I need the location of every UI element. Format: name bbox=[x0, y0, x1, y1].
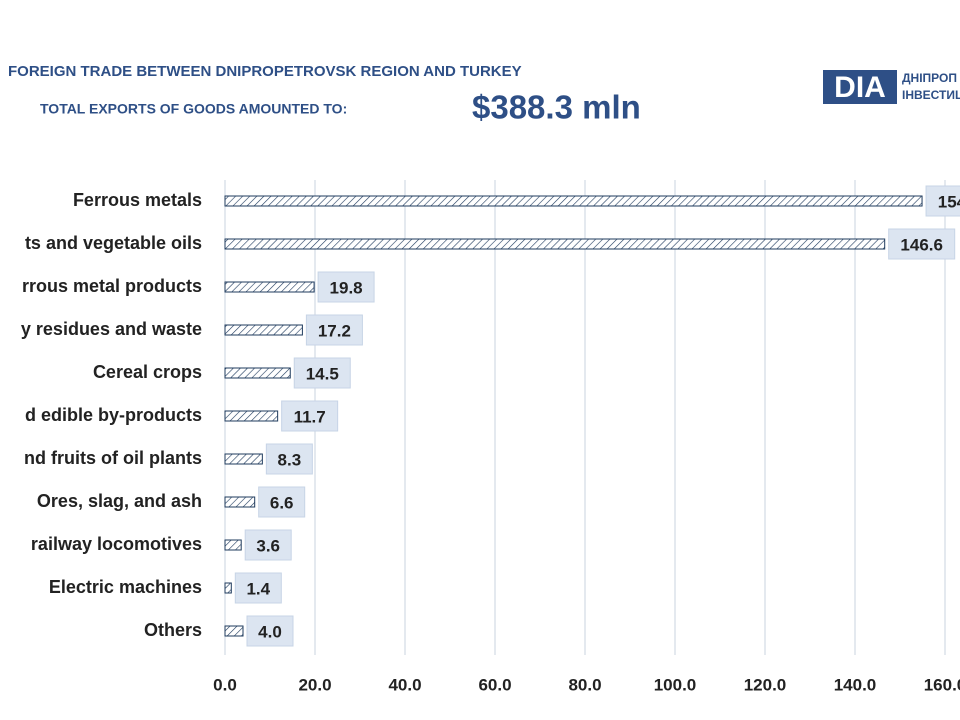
x-tick-label: 120.0 bbox=[744, 675, 787, 694]
y-tick-label: Ferrous metals bbox=[73, 190, 202, 210]
y-tick-label: nd fruits of oil plants bbox=[24, 448, 202, 468]
x-tick-label: 80.0 bbox=[568, 675, 601, 694]
y-tick-label: d edible by-products bbox=[25, 405, 202, 425]
value-label-box bbox=[888, 228, 956, 260]
bar bbox=[224, 238, 886, 250]
value-label: 154.9 bbox=[938, 192, 960, 211]
value-label-box bbox=[244, 529, 292, 561]
value-label-box bbox=[234, 572, 282, 604]
logo-text: ДНІПРОП bbox=[902, 71, 957, 85]
bar bbox=[224, 324, 303, 336]
x-tick-label: 100.0 bbox=[654, 675, 697, 694]
value-label-box bbox=[293, 357, 351, 389]
y-tick-label: rrous metal products bbox=[22, 276, 202, 296]
x-tick-label: 20.0 bbox=[298, 675, 331, 694]
value-label: 1.4 bbox=[246, 579, 270, 598]
value-label: 14.5 bbox=[306, 364, 339, 383]
bar bbox=[224, 367, 291, 379]
y-tick-label: Ores, slag, and ash bbox=[37, 491, 202, 511]
y-tick-label: Cereal crops bbox=[93, 362, 202, 382]
value-label-box bbox=[258, 486, 306, 518]
y-tick-label: railway locomotives bbox=[31, 534, 202, 554]
y-tick-label: Electric machines bbox=[49, 577, 202, 597]
bar bbox=[224, 582, 232, 594]
x-tick-label: 140.0 bbox=[834, 675, 877, 694]
y-tick-label: Others bbox=[144, 620, 202, 640]
y-tick-label: y residues and waste bbox=[21, 319, 202, 339]
logo: DIA ДНІПРОП ІНВЕСТИЦ bbox=[823, 70, 960, 104]
logo-text: ІНВЕСТИЦ bbox=[902, 88, 960, 102]
bar bbox=[224, 281, 315, 293]
value-label: 8.3 bbox=[278, 450, 302, 469]
value-label-box bbox=[246, 615, 294, 647]
value-label: 6.6 bbox=[270, 493, 294, 512]
subtitle: TOTAL EXPORTS OF GOODS AMOUNTED TO: bbox=[40, 101, 347, 117]
y-tick-label: ts and vegetable oils bbox=[25, 233, 202, 253]
bar bbox=[224, 410, 279, 422]
total: $388.3 mln bbox=[472, 89, 641, 126]
value-label: 3.6 bbox=[256, 536, 280, 555]
bar bbox=[224, 625, 244, 637]
chart-title: FOREIGN TRADE BETWEEN DNIPROPETROVSK REG… bbox=[8, 63, 522, 80]
x-tick-label: 60.0 bbox=[478, 675, 511, 694]
value-label: 146.6 bbox=[900, 235, 943, 254]
value-label-box bbox=[265, 443, 313, 475]
value-label-box bbox=[281, 400, 339, 432]
x-tick-label: 160.0 bbox=[924, 675, 960, 694]
value-label: 17.2 bbox=[318, 321, 351, 340]
x-tick-label: 0.0 bbox=[213, 675, 237, 694]
x-tick-label: 40.0 bbox=[388, 675, 421, 694]
value-label: 11.7 bbox=[294, 407, 326, 426]
logo-mark: DIA bbox=[834, 71, 886, 104]
value-label: 4.0 bbox=[258, 622, 282, 641]
value-label: 19.8 bbox=[330, 278, 363, 297]
bar bbox=[224, 539, 242, 551]
bar bbox=[224, 453, 263, 465]
bar bbox=[224, 195, 923, 207]
value-label-box bbox=[305, 314, 363, 346]
bar bbox=[224, 496, 256, 508]
value-label-box bbox=[317, 271, 375, 303]
value-label-box bbox=[925, 185, 960, 217]
logo-box bbox=[823, 70, 897, 104]
